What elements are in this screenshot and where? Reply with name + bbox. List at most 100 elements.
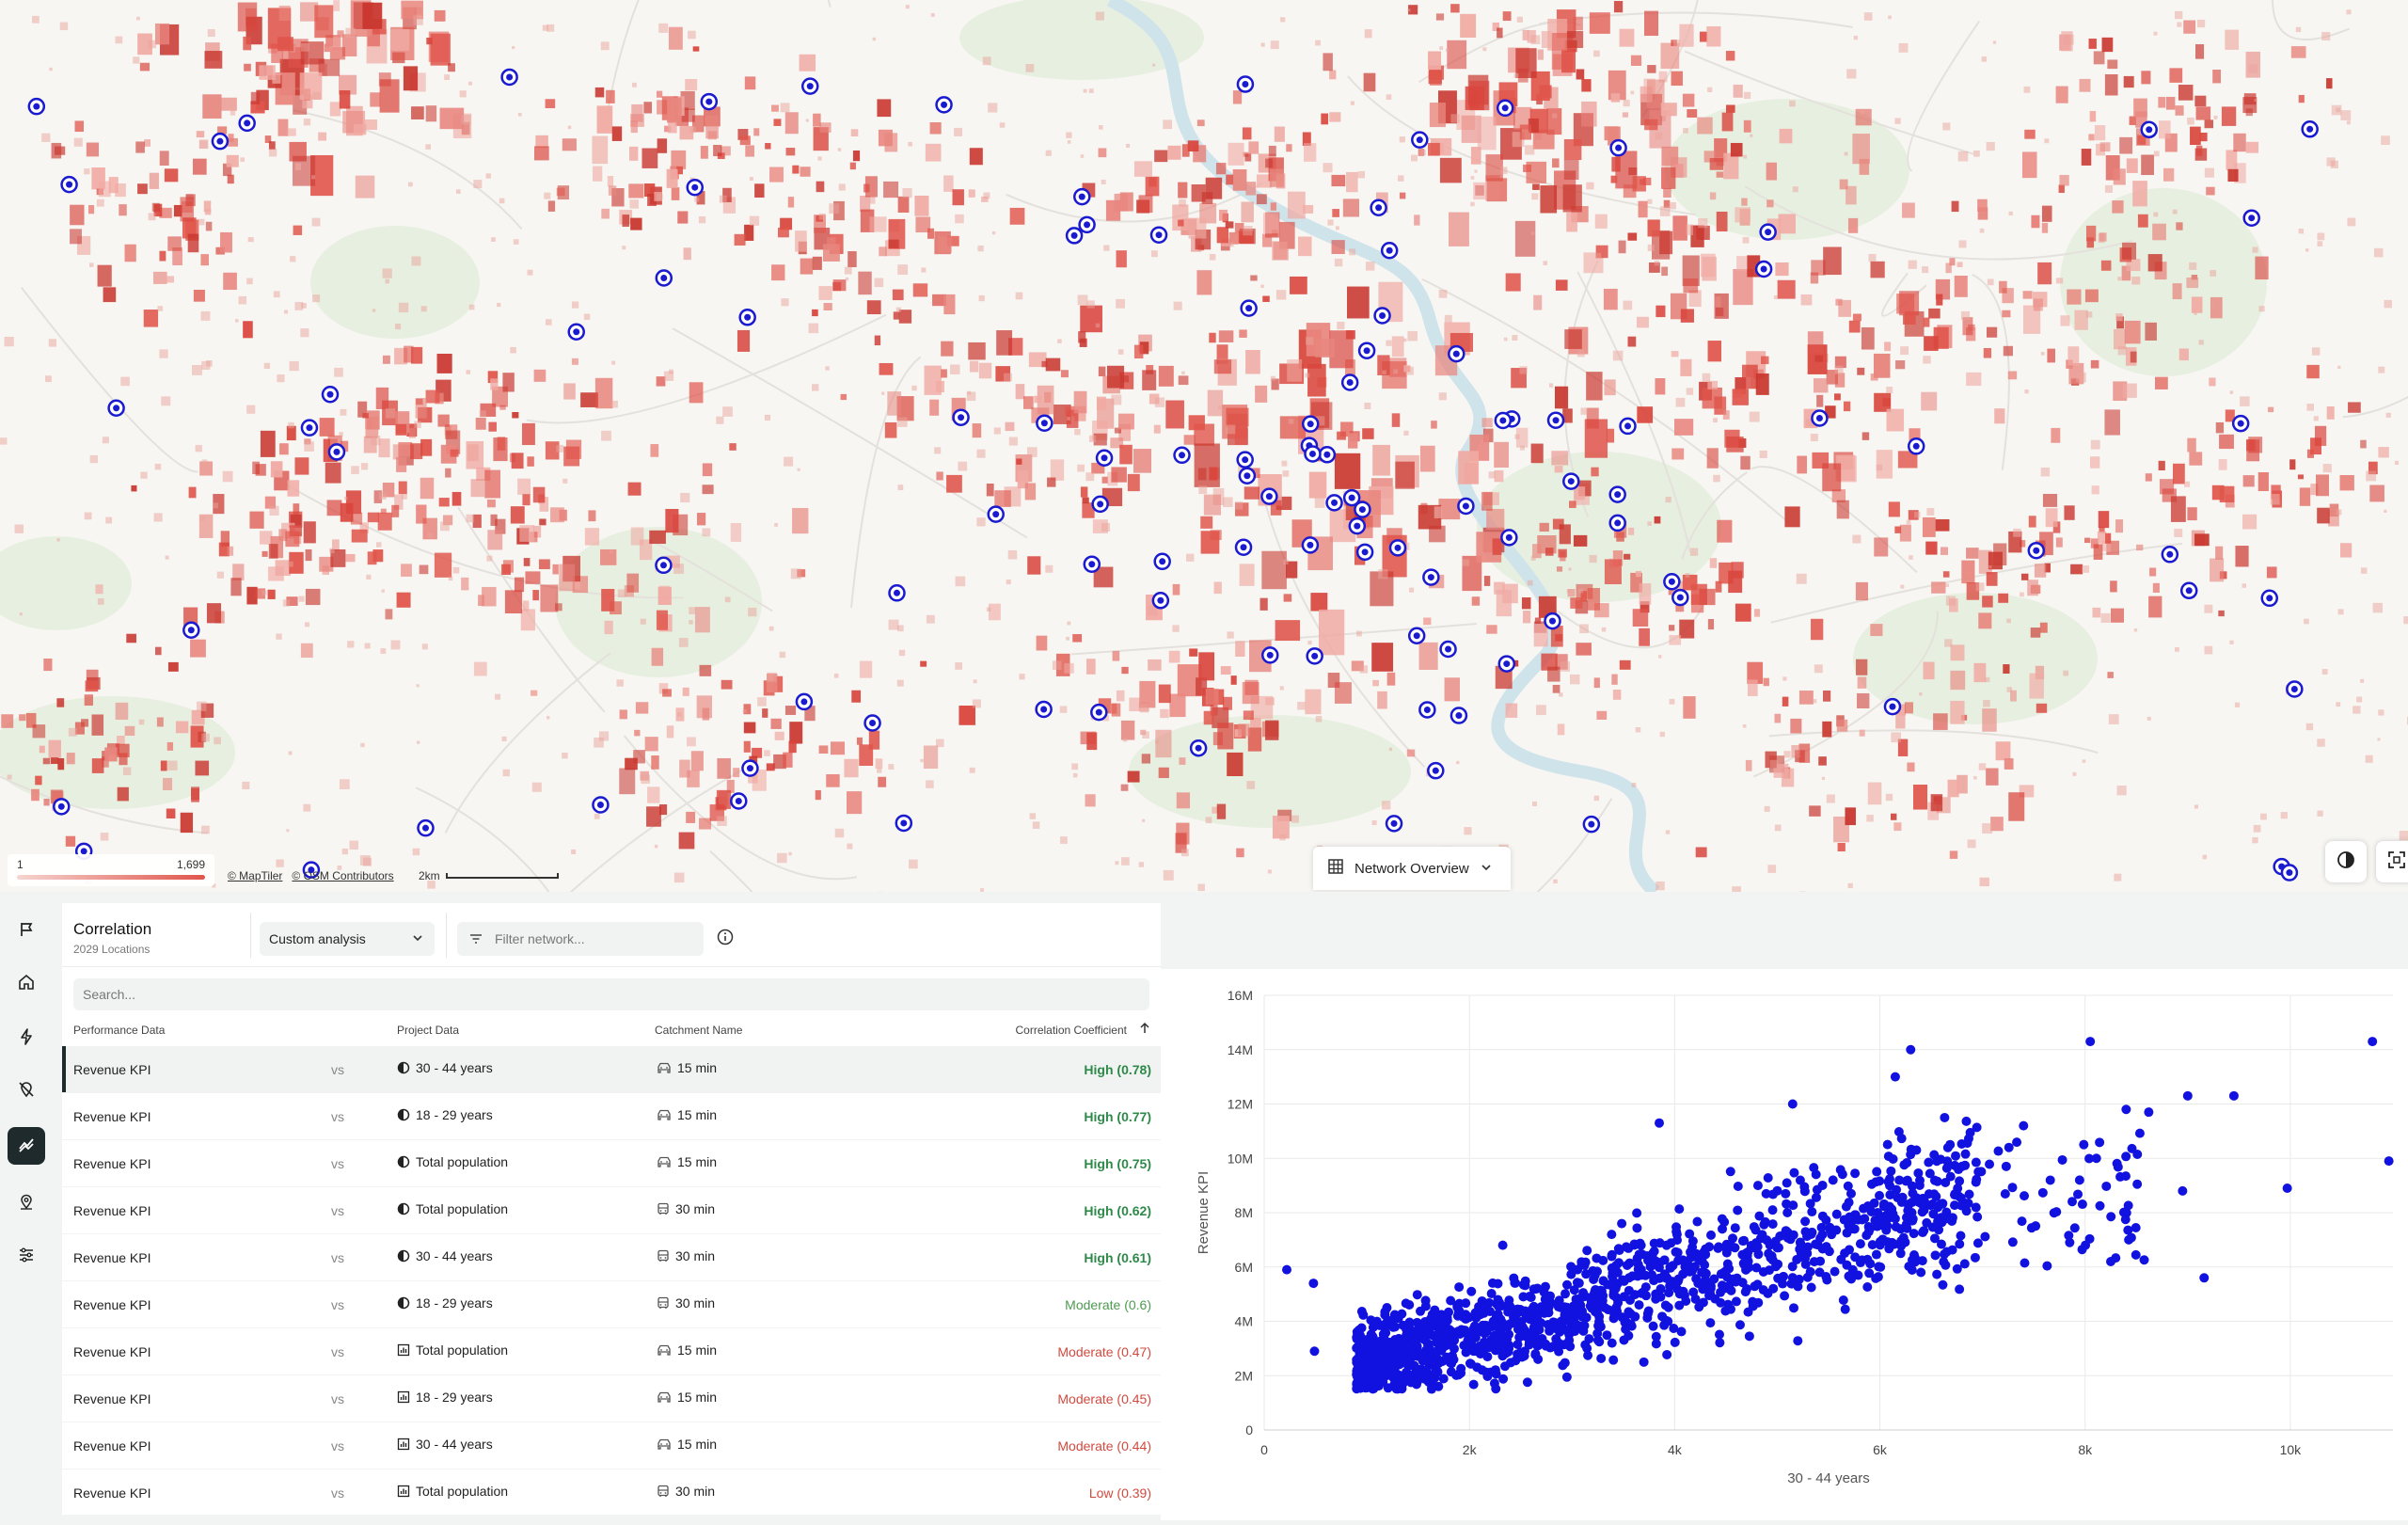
scatter-point[interactable]: [1608, 1339, 1617, 1348]
scatter-point[interactable]: [1570, 1285, 1579, 1295]
sidebar-item-location-off[interactable]: [8, 1072, 45, 1110]
scatter-point[interactable]: [1955, 1176, 1964, 1185]
scatter-point[interactable]: [1788, 1100, 1798, 1109]
sidebar-item-flag[interactable]: [8, 913, 45, 950]
scatter-point[interactable]: [1789, 1303, 1798, 1312]
scatter-point[interactable]: [1891, 1072, 1900, 1082]
scatter-point[interactable]: [1698, 1256, 1707, 1265]
scatter-point[interactable]: [1282, 1265, 1291, 1275]
scatter-point[interactable]: [1491, 1384, 1500, 1393]
scatter-point[interactable]: [1764, 1173, 1773, 1183]
scatter-point[interactable]: [1759, 1285, 1768, 1295]
scatter-point[interactable]: [1813, 1185, 1822, 1195]
scatter-point[interactable]: [1513, 1349, 1522, 1358]
scatter-point[interactable]: [1651, 1260, 1660, 1269]
scatter-point[interactable]: [2135, 1129, 2145, 1138]
sort-arrow-up-icon[interactable]: [1138, 1022, 1151, 1038]
scatter-point[interactable]: [2079, 1140, 2088, 1150]
scatter-point[interactable]: [1669, 1324, 1678, 1333]
scatter-point[interactable]: [1627, 1271, 1637, 1280]
scatter-point[interactable]: [1716, 1288, 1725, 1297]
scatter-point[interactable]: [1493, 1339, 1502, 1348]
scatter-point[interactable]: [1665, 1263, 1674, 1272]
scatter-point[interactable]: [1807, 1283, 1816, 1293]
scatter-point[interactable]: [1357, 1324, 1367, 1333]
scatter-point[interactable]: [1397, 1310, 1406, 1319]
scatter-point[interactable]: [1904, 1262, 1913, 1271]
scatter-point[interactable]: [1427, 1318, 1436, 1327]
scatter-point[interactable]: [2092, 1153, 2101, 1163]
scatter-point[interactable]: [2052, 1207, 2061, 1216]
scatter-point[interactable]: [1413, 1290, 1422, 1299]
scatter-point[interactable]: [1639, 1288, 1648, 1297]
scatter-point[interactable]: [1421, 1301, 1431, 1311]
scatter-point[interactable]: [1913, 1168, 1923, 1178]
scatter-point[interactable]: [1960, 1199, 1970, 1208]
scatter-point[interactable]: [1643, 1309, 1653, 1318]
scatter-point[interactable]: [1749, 1302, 1758, 1311]
scatter-point[interactable]: [1938, 1280, 1947, 1290]
column-catchment[interactable]: Catchment Name: [655, 1024, 742, 1037]
scatter-point[interactable]: [1662, 1273, 1671, 1282]
scatter-point[interactable]: [1401, 1354, 1410, 1363]
scatter-point[interactable]: [1531, 1319, 1541, 1328]
scatter-point[interactable]: [1637, 1270, 1646, 1279]
scatter-point[interactable]: [1715, 1338, 1724, 1347]
scatter-point[interactable]: [1858, 1215, 1867, 1225]
scatter-point[interactable]: [1774, 1243, 1783, 1252]
scatter-point[interactable]: [1874, 1272, 1883, 1281]
scatter-point[interactable]: [1524, 1310, 1533, 1319]
scatter-point[interactable]: [1882, 1202, 1892, 1212]
scatter-point[interactable]: [1839, 1295, 1848, 1305]
scatter-point[interactable]: [1560, 1302, 1569, 1311]
scatter-point[interactable]: [1972, 1175, 1981, 1184]
scatter-point[interactable]: [1706, 1231, 1716, 1240]
scatter-point[interactable]: [1652, 1332, 1661, 1342]
scatter-point[interactable]: [1973, 1238, 1983, 1247]
scatter-point[interactable]: [1936, 1154, 1945, 1164]
scatter-point[interactable]: [1908, 1188, 1917, 1198]
scatter-point[interactable]: [1800, 1216, 1810, 1226]
scatter-point[interactable]: [1737, 1250, 1747, 1260]
scatter-point[interactable]: [1788, 1273, 1798, 1282]
scatter-point[interactable]: [1768, 1205, 1778, 1215]
scatter-point[interactable]: [1632, 1208, 1641, 1217]
search-input[interactable]: Search...: [73, 978, 1149, 1010]
scatter-point[interactable]: [1649, 1322, 1658, 1331]
scatter-point[interactable]: [1664, 1303, 1673, 1312]
scatter-point[interactable]: [1701, 1245, 1710, 1254]
scatter-point[interactable]: [1439, 1374, 1449, 1383]
scatter-point[interactable]: [1956, 1231, 1965, 1240]
scatter-point[interactable]: [1889, 1154, 1898, 1164]
scatter-point[interactable]: [1780, 1291, 1789, 1300]
scatter-point[interactable]: [1610, 1311, 1620, 1321]
scatter-point[interactable]: [1647, 1270, 1656, 1279]
sidebar-item-location-search[interactable]: [8, 1185, 45, 1223]
scatter-point[interactable]: [1925, 1189, 1934, 1199]
scatter-point[interactable]: [1705, 1318, 1715, 1327]
scatter-point[interactable]: [2101, 1182, 2111, 1191]
scatter-point[interactable]: [1500, 1361, 1510, 1371]
scatter-point[interactable]: [1538, 1339, 1547, 1348]
scatter-point[interactable]: [1358, 1311, 1368, 1320]
scatter-point[interactable]: [1961, 1150, 1971, 1159]
scatter-point[interactable]: [1374, 1381, 1384, 1390]
scatter-point[interactable]: [1829, 1175, 1838, 1184]
scatter-point[interactable]: [1892, 1185, 1901, 1195]
scatter-point[interactable]: [1436, 1311, 1446, 1320]
sidebar-item-correlation[interactable]: [8, 1127, 45, 1165]
scatter-point[interactable]: [1728, 1233, 1737, 1243]
scatter-point[interactable]: [2078, 1199, 2087, 1209]
analysis-select[interactable]: Custom analysis: [260, 922, 435, 956]
scatter-point[interactable]: [1801, 1227, 1811, 1236]
scatter-point[interactable]: [2001, 1189, 2010, 1199]
scatter-point[interactable]: [1735, 1320, 1745, 1329]
scatter-point[interactable]: [1841, 1305, 1850, 1314]
scatter-point[interactable]: [1487, 1289, 1497, 1298]
scatter-point[interactable]: [1807, 1207, 1816, 1216]
scatter-point[interactable]: [1899, 1160, 1909, 1169]
scatter-point[interactable]: [2019, 1121, 2028, 1131]
